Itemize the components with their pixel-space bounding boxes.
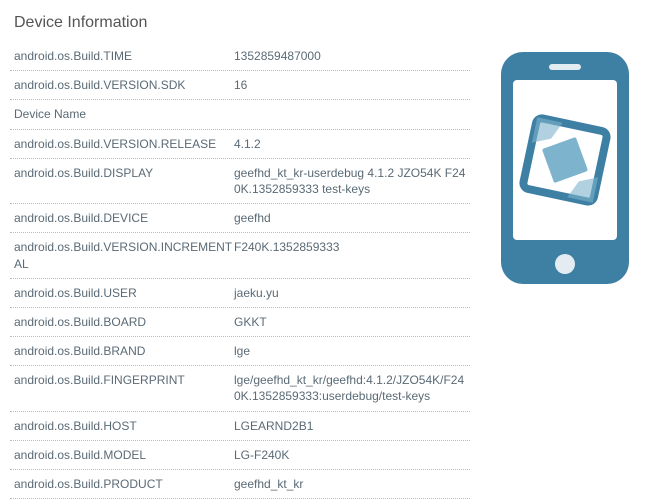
table-row: android.os.Build.DEVICEgeefhd [10, 204, 470, 233]
row-value: geefhd_kt_kr [234, 476, 466, 492]
row-value: lge/geefhd_kt_kr/geefhd:4.1.2/JZO54K/F24… [234, 372, 466, 404]
row-value: geefhd_kt_kr-userdebug 4.1.2 JZO54K F240… [234, 165, 466, 197]
row-value: GKKT [234, 314, 466, 330]
table-row: android.os.Build.BOARDGKKT [10, 308, 470, 337]
table-row: android.os.Build.DISPLAYgeefhd_kt_kr-use… [10, 159, 470, 204]
row-value: 4.1.2 [234, 136, 466, 152]
section-title: Device Information [10, 8, 470, 42]
row-value: LG-F240K [234, 447, 466, 463]
row-value: F240K.1352859333 [234, 239, 466, 255]
row-key: android.os.Build.HOST [14, 418, 234, 434]
table-row: android.os.Build.HOSTLGEARND2B1 [10, 412, 470, 441]
row-key: android.os.Build.VERSION.SDK [14, 77, 234, 93]
table-row: android.os.Build.USERjaeku.yu [10, 279, 470, 308]
row-key: android.os.Build.VERSION.INCREMENTAL [14, 239, 234, 271]
side-panel [470, 8, 659, 492]
table-row: android.os.Build.VERSION.INCREMENTALF240… [10, 233, 470, 278]
row-key: android.os.Build.VERSION.RELEASE [14, 136, 234, 152]
row-value: 16 [234, 77, 466, 93]
table-row: android.os.Build.VERSION.SDK16 [10, 71, 470, 100]
table-row: android.os.Build.BRANDlge [10, 337, 470, 366]
row-key: android.os.Build.DISPLAY [14, 165, 234, 181]
row-key: android.os.Build.MODEL [14, 447, 234, 463]
row-key: android.os.Build.BRAND [14, 343, 234, 359]
row-value: lge [234, 343, 466, 359]
table-row: android.os.Build.PRODUCTgeefhd_kt_kr [10, 470, 470, 499]
row-key: Device Name [14, 106, 234, 122]
device-info-table: android.os.Build.TIME1352859487000androi… [10, 42, 470, 499]
table-row: Device Name [10, 100, 470, 129]
row-key: android.os.Build.BOARD [14, 314, 234, 330]
row-value: geefhd [234, 210, 466, 226]
row-key: android.os.Build.PRODUCT [14, 476, 234, 492]
table-row: android.os.Build.MODELLG-F240K [10, 441, 470, 470]
phone-icon [495, 48, 635, 288]
table-row: android.os.Build.FINGERPRINTlge/geefhd_k… [10, 366, 470, 411]
row-value: jaeku.yu [234, 285, 466, 301]
table-row: android.os.Build.VERSION.RELEASE4.1.2 [10, 130, 470, 159]
row-key: android.os.Build.TIME [14, 48, 234, 64]
row-key: android.os.Build.FINGERPRINT [14, 372, 234, 388]
row-key: android.os.Build.DEVICE [14, 210, 234, 226]
table-row: android.os.Build.TIME1352859487000 [10, 42, 470, 71]
row-value: LGEARND2B1 [234, 418, 466, 434]
row-key: android.os.Build.USER [14, 285, 234, 301]
row-value: 1352859487000 [234, 48, 466, 64]
device-info-panel: Device Information android.os.Build.TIME… [10, 8, 470, 492]
